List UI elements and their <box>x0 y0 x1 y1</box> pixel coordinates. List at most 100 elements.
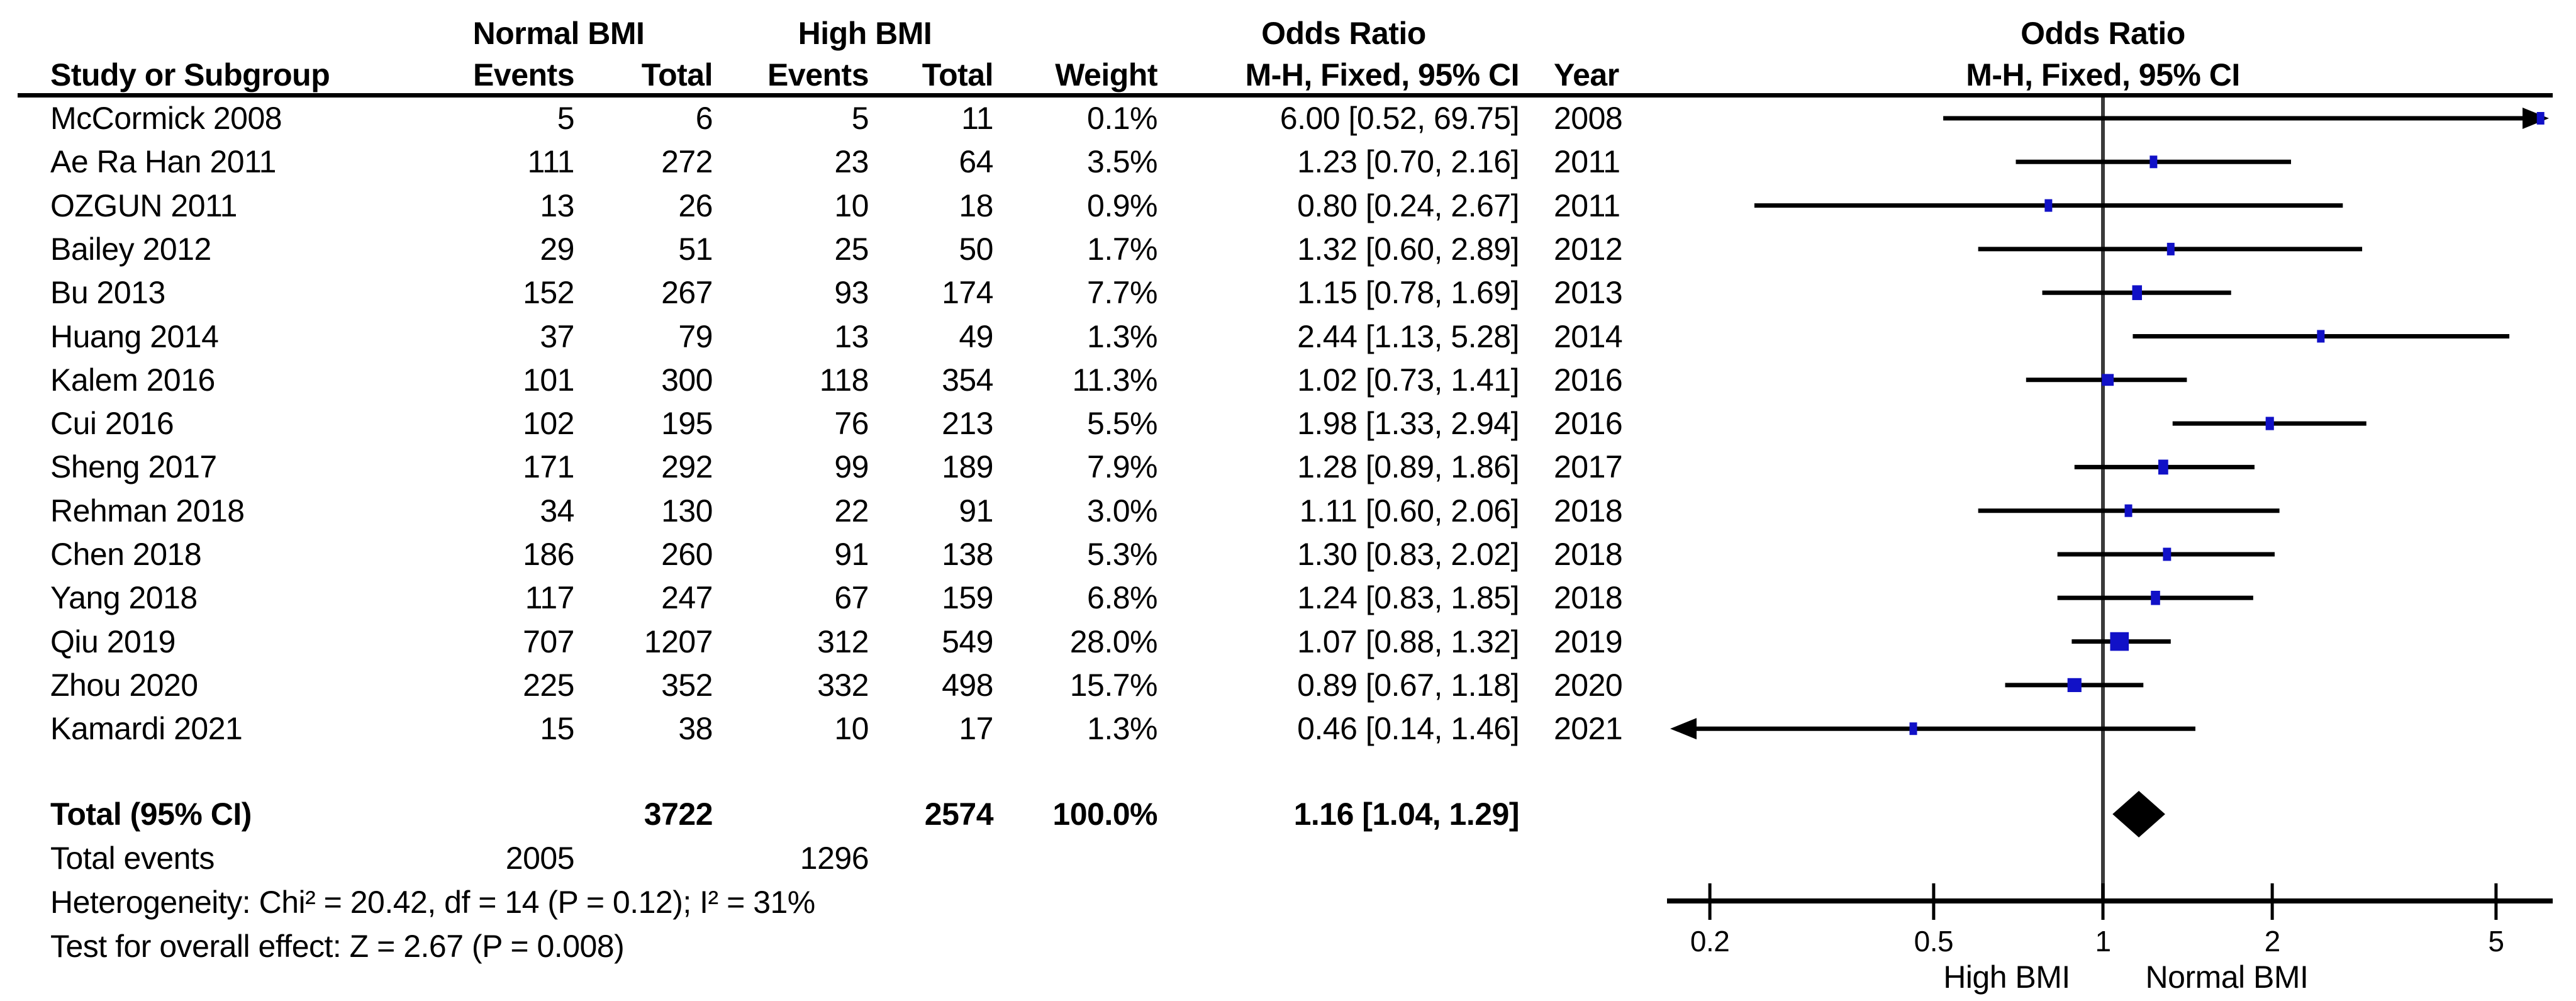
table-row: McCormick 2008 5 6 5 11 0.1% 6.00 [0.52, 69.75… <box>0 96 2576 140</box>
total2-cell: 354 <box>942 362 993 398</box>
year-cell: 2011 <box>1554 187 1620 223</box>
table-row: Kamardi 2021 15 38 10 17 1.3% 0.46 [0.14, 1.46… <box>0 707 2576 751</box>
events2-cell: 118 <box>819 362 869 398</box>
effect-marker <box>2151 590 2160 605</box>
total2-cell: 17 <box>959 711 993 747</box>
table-row: Kalem 2016 101 300 118 354 11.3% 1.02 [0.73, 1… <box>0 358 2576 402</box>
total1-column-header: Total <box>641 57 713 92</box>
effect-marker <box>2044 199 2053 212</box>
axis-tick-label: 5 <box>2488 925 2504 958</box>
study-name: Yang 2018 <box>50 580 198 616</box>
heterogeneity-row: Heterogeneity: Chi² = 20.42, df = 14 (P … <box>0 880 2576 924</box>
effect-marker <box>2536 112 2545 125</box>
year-cell: 2018 <box>1554 493 1623 528</box>
events1-cell: 117 <box>525 580 575 616</box>
total-row: Total (95% CI) 3722 2574 100.0% 1.16 [1.… <box>0 792 2576 836</box>
or-ci-cell: 0.89 [0.67, 1.18] <box>1297 667 1519 703</box>
total-ci: 1.16 [1.04, 1.29] <box>1293 797 1520 832</box>
header-divider <box>18 93 2553 98</box>
effect-marker <box>2163 547 2172 561</box>
or-ci-cell: 1.28 [0.89, 1.86] <box>1297 449 1519 485</box>
year-cell: 2014 <box>1554 318 1623 354</box>
total2-sum: 2574 <box>924 797 994 832</box>
effect-marker <box>2102 374 2114 386</box>
weight-cell: 11.3% <box>1072 362 1157 398</box>
heterogeneity-text: Heterogeneity: Chi² = 20.42, df = 14 (P … <box>50 885 815 920</box>
effect-marker <box>2149 155 2158 169</box>
events2-column-header: Events <box>767 57 869 92</box>
total2-cell: 50 <box>959 231 993 267</box>
or-ci-cell: 0.80 [0.24, 2.67] <box>1297 187 1519 223</box>
year-cell: 2017 <box>1554 449 1623 485</box>
axis-tick-label: 0.5 <box>1914 925 1953 958</box>
header-group-row: Normal BMI High BMI Odds Ratio Odds Rati… <box>0 11 2576 55</box>
table-row: Zhou 2020 225 352 332 498 15.7% 0.89 [0.67, 1.… <box>0 663 2576 707</box>
header-columns-row: Study or Subgroup Events Total Events To… <box>0 53 2576 97</box>
left-arrow-icon <box>1670 718 1697 740</box>
forest-row <box>1943 108 2549 129</box>
total1-cell: 26 <box>678 187 713 223</box>
study-name: Bailey 2012 <box>50 231 211 267</box>
study-name: Chen 2018 <box>50 537 202 572</box>
or-ci-cell: 1.15 [0.78, 1.69] <box>1297 275 1519 311</box>
forest-row <box>2071 632 2171 651</box>
year-cell: 2019 <box>1554 624 1623 659</box>
or-ci-cell: 1.32 [0.60, 2.89] <box>1297 231 1519 267</box>
axis-label-left: High BMI <box>1943 959 2070 995</box>
total1-cell: 300 <box>661 362 713 398</box>
weight-cell: 6.8% <box>1087 580 1157 616</box>
table-row: Ae Ra Han 2011 111 272 23 64 3.5% 1.23 [0.70, … <box>0 140 2576 184</box>
total1-sum: 3722 <box>644 797 713 832</box>
events1-cell: 186 <box>523 537 574 572</box>
or-ci-cell: 6.00 [0.52, 69.75] <box>1280 101 1520 136</box>
total2-cell: 91 <box>959 493 993 528</box>
year-cell: 2012 <box>1554 231 1623 267</box>
events2-cell: 332 <box>817 667 869 703</box>
total-events2: 1296 <box>800 841 869 876</box>
study-name: Zhou 2020 <box>50 667 198 703</box>
effect-marker <box>2067 678 2082 692</box>
or-ci-cell: 1.23 [0.70, 2.16] <box>1297 144 1519 180</box>
pooled-diamond <box>2112 791 2165 837</box>
total2-column-header: Total <box>922 57 994 92</box>
table-row: Bailey 2012 29 51 25 50 1.7% 1.32 [0.60, 2.89]… <box>0 227 2576 271</box>
total1-cell: 130 <box>661 493 713 528</box>
total2-cell: 138 <box>942 537 993 572</box>
events2-cell: 5 <box>851 101 869 136</box>
total1-cell: 247 <box>661 580 713 616</box>
axis-tick-label: 0.2 <box>1690 925 1729 958</box>
forest-row <box>2057 590 2253 605</box>
effect-marker <box>2317 330 2325 343</box>
total2-cell: 213 <box>942 406 993 442</box>
events2-cell: 23 <box>834 144 869 180</box>
study-name: McCormick 2008 <box>50 101 282 136</box>
effect-marker <box>2110 632 2129 651</box>
weight-cell: 7.9% <box>1087 449 1157 485</box>
total-events-label: Total events <box>50 841 215 876</box>
table-row: Bu 2013 152 267 93 174 7.7% 1.15 [0.78, 1.69] 2… <box>0 271 2576 315</box>
events1-cell: 101 <box>523 362 574 398</box>
plot-method-header: M-H, Fixed, 95% CI <box>1966 57 2240 92</box>
or-ci-cell: 1.98 [1.33, 2.94] <box>1297 406 1519 442</box>
total-label: Total (95% CI) <box>50 797 252 832</box>
study-name: Huang 2014 <box>50 318 219 354</box>
events2-cell: 312 <box>817 624 869 659</box>
weight-cell: 5.5% <box>1087 406 1157 442</box>
total1-cell: 79 <box>678 318 713 354</box>
forest-row <box>2133 330 2510 343</box>
events1-cell: 15 <box>540 711 574 747</box>
forest-row <box>1670 718 2195 740</box>
weight-cell: 15.7% <box>1069 667 1158 703</box>
forest-row <box>2016 155 2292 169</box>
total-events-row: Total events 2005 1296 <box>0 836 2576 880</box>
or-ci-cell: 0.46 [0.14, 1.46] <box>1297 711 1519 747</box>
table-row: Cui 2016 102 195 76 213 5.5% 1.98 [1.33, 2.94]… <box>0 401 2576 445</box>
table-row: Rehman 2018 34 130 22 91 3.0% 1.11 [0.60, 2.06… <box>0 489 2576 533</box>
axis-tick-label: 1 <box>2095 925 2110 958</box>
study-name: Ae Ra Han 2011 <box>50 144 277 180</box>
axis-label-right: Normal BMI <box>2146 959 2309 995</box>
year-cell: 2016 <box>1554 406 1623 442</box>
events2-cell: 99 <box>834 449 869 485</box>
